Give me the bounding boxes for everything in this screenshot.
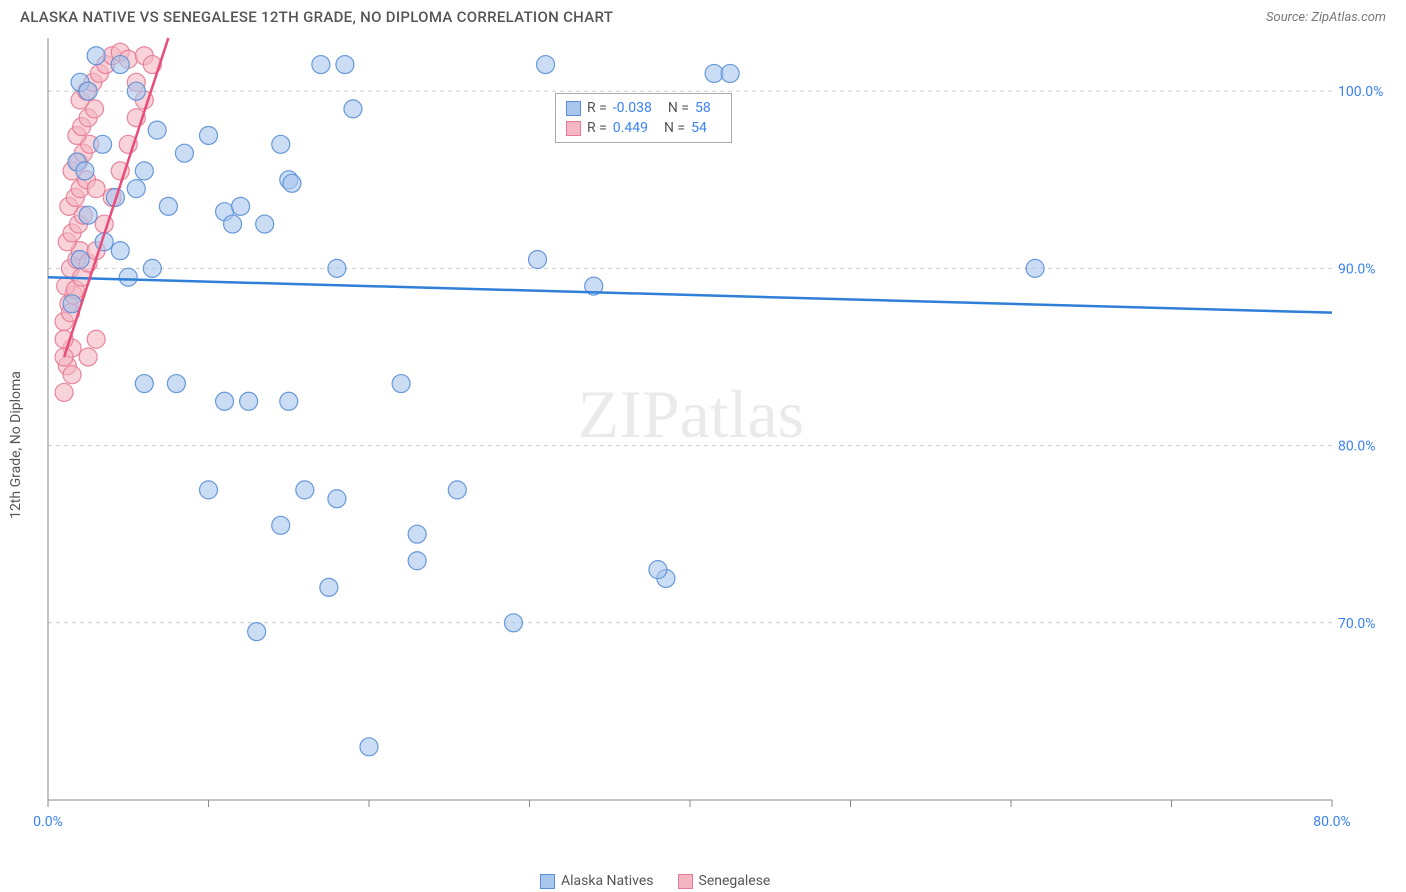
legend-swatch: [566, 101, 581, 116]
legend-label: Alaska Natives: [561, 871, 654, 891]
r-value: -0.038: [613, 98, 652, 118]
legend-item: Alaska Natives: [540, 871, 654, 891]
legend-row: R = -0.038 N = 58: [566, 98, 721, 118]
svg-text:90.0%: 90.0%: [1338, 261, 1376, 277]
r-value: 0.449: [613, 118, 648, 138]
n-label: N =: [664, 118, 685, 138]
n-value: 54: [691, 118, 707, 138]
r-label: R =: [587, 118, 607, 138]
legend-swatch: [566, 121, 581, 136]
scatter-chart: 70.0% 80.0% 90.0% 100.0% 0.0% 80.0%: [10, 30, 1390, 860]
r-label: R =: [587, 98, 607, 118]
svg-text:80.0%: 80.0%: [1338, 439, 1376, 455]
legend-swatch: [540, 874, 555, 889]
svg-text:70.0%: 70.0%: [1338, 616, 1376, 632]
series-legend: Alaska Natives Senegalese: [540, 871, 770, 891]
legend-label: Senegalese: [699, 871, 771, 891]
chart-container: 12th Grade, No Diploma 70.0% 80.0% 90.0% 10…: [10, 30, 1390, 860]
chart-title: ALASKA NATIVE VS SENEGALESE 12TH GRADE, …: [20, 8, 613, 26]
y-axis-label: 12th Grade, No Diploma: [8, 371, 24, 519]
n-label: N =: [668, 98, 689, 118]
n-value: 58: [695, 98, 711, 118]
stats-legend: R = -0.038 N = 58 R = 0.449 N = 54: [555, 93, 732, 143]
svg-text:100.0%: 100.0%: [1338, 84, 1383, 100]
legend-item: Senegalese: [678, 871, 771, 891]
legend-row: R = 0.449 N = 54: [566, 118, 721, 138]
source-label: Source: ZipAtlas.com: [1266, 10, 1386, 25]
legend-swatch: [678, 874, 693, 889]
svg-text:0.0%: 0.0%: [33, 814, 63, 830]
svg-text:80.0%: 80.0%: [1313, 814, 1351, 830]
